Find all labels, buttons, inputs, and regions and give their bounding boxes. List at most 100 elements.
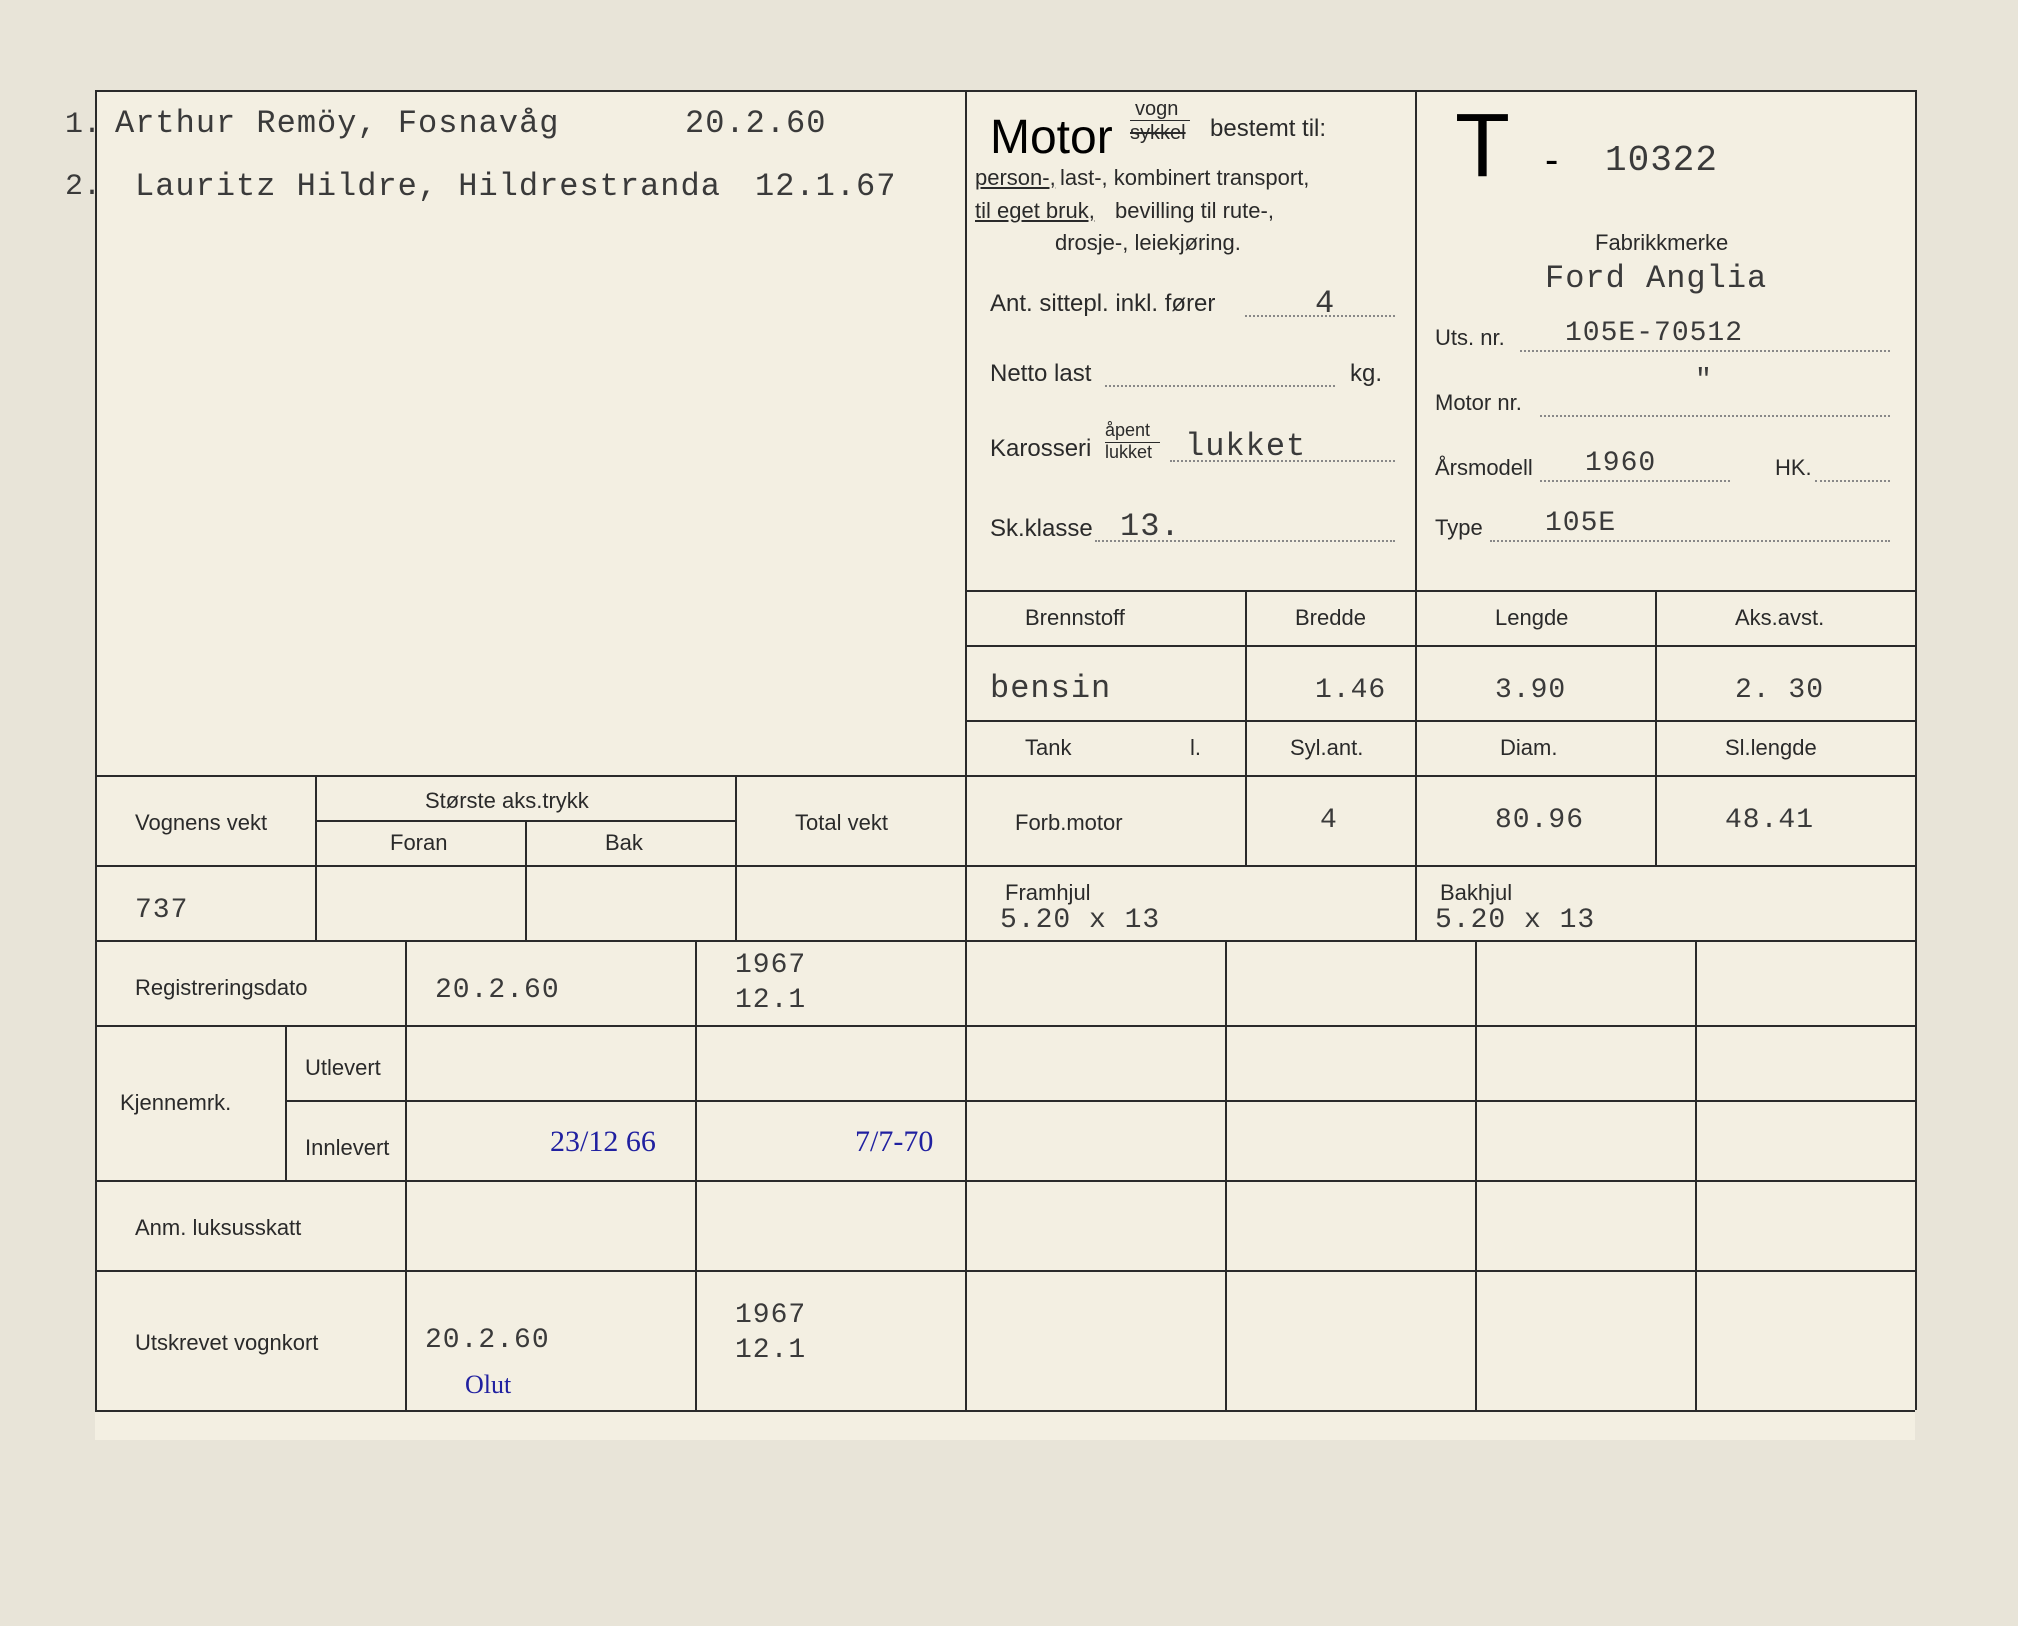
h-framhjul: Framhjul [1005,880,1091,906]
w-v2 [525,820,527,940]
h-lengde: Lengde [1495,605,1568,631]
plate-T: T [1455,95,1510,198]
plate-dash: - [1545,138,1558,183]
w-v3 [735,775,737,940]
hk-dots [1815,480,1890,482]
vognens-vekt-label: Vognens vekt [135,810,267,836]
h-bredde: Bredde [1295,605,1366,631]
regdato-label: Registreringsdato [135,975,307,1001]
regdato-2b: 12.1 [735,985,806,1016]
motor-sub-bottom: sykkel [1130,122,1186,145]
type-dots [1490,540,1890,542]
netto-label: Netto last [990,360,1091,388]
br2 [285,1100,1915,1102]
motornr-dots [1540,415,1890,417]
bv5 [1475,940,1477,1410]
h-aksavst: Aks.avst. [1735,605,1824,631]
type-label: Type [1435,515,1483,541]
bv1 [405,940,407,1410]
fabrikkmerke-val: Ford Anglia [1545,260,1767,297]
spec-v3 [1655,590,1657,865]
spec-v2 [1415,590,1417,940]
utskrevet-2a: 1967 [735,1300,806,1331]
bak-label: Bak [605,830,643,856]
h-brennstoff: Brennstoff [1025,605,1125,631]
br1 [95,1025,1915,1027]
motor-title: Motor [990,110,1113,165]
w-v1 [315,775,317,940]
regdato-2a: 1967 [735,950,806,981]
w-mid [315,820,735,822]
br0 [95,940,1915,942]
v-sylant: 4 [1320,805,1338,836]
bv2 [695,940,697,1410]
spec-r2 [965,720,1915,722]
motor-line1b: last-, kombinert transport, [1060,165,1309,191]
v-diam: 80.96 [1495,805,1584,836]
h-bakhjul: Bakhjul [1440,880,1512,906]
vekt-val: 737 [135,895,188,926]
owner-2-date: 12.1.67 [755,168,896,205]
spec-v1 [1245,590,1247,865]
arsmodell-label: Årsmodell [1435,455,1533,481]
utskrevet-2b: 12.1 [735,1335,806,1366]
innlevert-1: 23/12 66 [550,1125,656,1159]
kjennemrk-label: Kjennemrk. [120,1090,231,1116]
anm-label: Anm. luksusskatt [135,1215,301,1241]
innlevert-2: 7/7-70 [855,1125,933,1159]
karosseri-bot: lukket [1105,442,1152,463]
utsnr-dots [1520,350,1890,352]
spec-r4 [965,865,1915,867]
skklasse-label: Sk.klasse [990,515,1093,543]
br4 [95,1270,1915,1272]
utskrevet-1: 20.2.60 [425,1325,550,1356]
storste-label: Største aks.trykk [425,788,589,814]
hk-label: HK. [1775,455,1812,481]
fabrikkmerke-label: Fabrikkmerke [1595,230,1728,256]
v-brennstoff: bensin [990,670,1111,707]
foran-label: Foran [390,830,447,856]
v-sllengde: 48.41 [1725,805,1814,836]
bv6 [1695,940,1697,1410]
netto-dots [1105,385,1335,387]
right-rule [1915,90,1917,1410]
motor-bestemt: bestemt til: [1210,115,1326,143]
karosseri-dots [1170,460,1395,462]
bv-kj [285,1025,287,1180]
utskrevet-label: Utskrevet vognkort [135,1330,318,1356]
owner-idx-1: 1. [65,108,101,142]
h-forbmotor: Forb.motor [1015,810,1123,836]
motornr-label: Motor nr. [1435,390,1522,416]
owner-1-date: 20.2.60 [685,105,826,142]
br3 [95,1180,1915,1182]
bv3 [965,940,967,1410]
spec-top [965,590,1915,592]
top-rule [95,90,1915,92]
karosseri-top: åpent [1105,420,1150,441]
motor-line1a: person-, [975,165,1056,191]
sittepl-dots [1245,315,1395,317]
owner-2-name: Lauritz Hildre, Hildrestranda [135,168,721,205]
h-liter: l. [1190,735,1201,761]
v-lengde: 3.90 [1495,675,1566,706]
h-sylant: Syl.ant. [1290,735,1363,761]
owner-1-name: Arthur Remöy, Fosnavåg [115,105,559,142]
left-rule [95,90,97,1410]
v-aksavst: 2. 30 [1735,675,1824,706]
karosseri-mid [1105,442,1160,443]
plate-num: 10322 [1605,140,1718,181]
total-label: Total vekt [795,810,888,836]
br5 [95,1410,1915,1412]
innlevert-label: Innlevert [305,1135,389,1161]
arsmodell-dots [1540,480,1730,482]
v-owners-motor [965,90,967,1010]
type-val: 105E [1545,508,1616,539]
motor-line2a: til eget bruk, [975,198,1095,224]
motornr-val: " [1695,365,1713,396]
w-row [95,865,965,867]
spec-r3 [95,775,1915,777]
v-motor-plate [1415,90,1417,590]
v-bakhjul: 5.20 x 13 [1435,905,1595,936]
utlevert-label: Utlevert [305,1055,381,1081]
skklasse-dots [1095,540,1395,542]
